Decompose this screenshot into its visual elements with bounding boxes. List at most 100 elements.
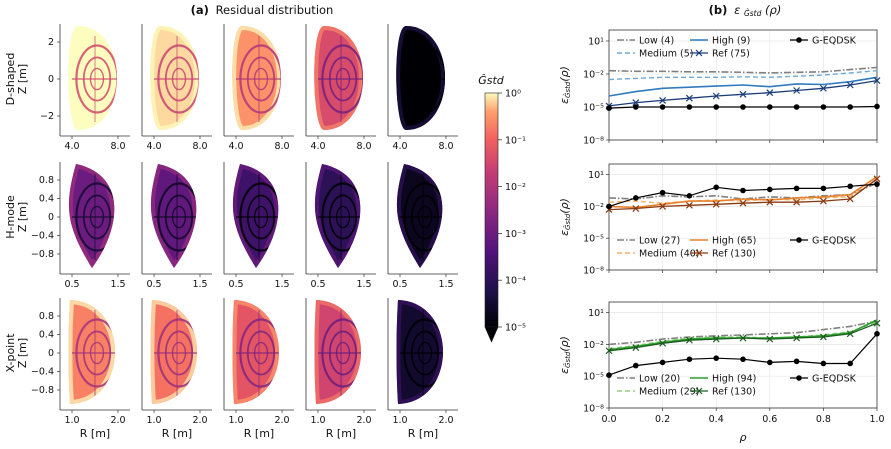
- residual-map-cell: [232, 26, 281, 130]
- xaxis-label-r: R [m]: [326, 427, 356, 440]
- xtick-label: 2.0: [192, 415, 207, 426]
- data-point: [685, 94, 693, 102]
- data-point: [712, 200, 720, 208]
- series-line: [608, 76, 878, 97]
- xtick-label: 4.0: [392, 141, 407, 152]
- data-point: [739, 199, 747, 207]
- residual-map-cell: [68, 164, 115, 268]
- data-point: [767, 186, 773, 193]
- residual-map-cell: [314, 26, 363, 130]
- xtick-label: 2.0: [356, 415, 371, 426]
- residual-map-rim: [314, 164, 361, 268]
- residual-map-rim: [396, 164, 443, 268]
- xtick-label: 1.0: [228, 415, 243, 426]
- residual-map-rim: [232, 300, 279, 404]
- ytick-label: 0: [48, 74, 54, 85]
- data-point: [633, 195, 639, 201]
- data-point: [632, 205, 640, 212]
- profile-subplot-3: 10¹ 10⁻² 10⁻⁵ 10⁻⁸ εĜstd(ρ) 0.0 0.2 0.4 0.6 0.8 1.…: [558, 301, 885, 444]
- residual-map-cell: [68, 26, 117, 130]
- xtick-label: 8.0: [192, 141, 207, 152]
- xtick-label: 1.5: [274, 279, 289, 290]
- data-point: [740, 104, 746, 110]
- xtick-label: 2.0: [110, 415, 125, 426]
- yaxis-label-symbol: ε: [558, 98, 571, 104]
- ytick-label: −0.4: [31, 231, 54, 242]
- xaxis-label-r: R [m]: [162, 427, 192, 440]
- xtick-label: 1.0: [310, 415, 325, 426]
- row-axis-label-z: Z [m]: [16, 338, 29, 368]
- colorbar-tick-label: 10⁻³: [505, 229, 526, 240]
- data-point: [793, 104, 800, 110]
- legend-label: Ref (130): [712, 387, 756, 398]
- residual-map-rim: [396, 300, 443, 404]
- data-point: [605, 347, 613, 355]
- row-label-hmode: H-mode: [4, 195, 17, 239]
- data-point: [846, 81, 854, 89]
- data-point: [633, 104, 639, 110]
- xtick-label: 0.2: [655, 414, 670, 425]
- data-point: [820, 185, 827, 192]
- data-point: [846, 330, 854, 338]
- residual-map-cell: [314, 300, 361, 404]
- legend-label: G-EQDSK: [812, 36, 857, 47]
- colorbar-label: Ĝstd: [478, 74, 505, 87]
- xtick-label: 0.5: [310, 279, 325, 290]
- row-label-dshaped: D-shaped: [4, 53, 17, 106]
- yaxis-label-suffix: (ρ): [558, 198, 571, 214]
- residual-map-rim: [232, 164, 279, 268]
- panel-a-title: (a) Residual distribution: [191, 3, 334, 17]
- ytick-label: 2: [48, 37, 54, 48]
- legend-label: Ref (130): [712, 249, 756, 260]
- data-point: [685, 336, 693, 344]
- profile-subplot-1: 10¹ 10⁻² 10⁻⁵ 10⁻⁸ εĜstd(ρ) Low (4) Medium (5)…: [558, 29, 881, 147]
- colorbar-tick-label: 10⁻⁴: [505, 276, 526, 287]
- ytick-label: 0.4: [39, 330, 54, 341]
- subplot-frame: [608, 301, 878, 409]
- panel-b-title-subscript: Ĝstd: [744, 9, 762, 18]
- data-point: [686, 193, 693, 199]
- legend: Low (20) Medium (29) High (94) Ref (130) G-E…: [617, 374, 857, 398]
- data-point: [659, 189, 666, 196]
- xtick-label: 0.5: [392, 279, 407, 290]
- data-point: [740, 356, 746, 363]
- data-point: [767, 104, 773, 110]
- panel-b-title-prefix: (b): [709, 3, 728, 17]
- subplot-frame: [608, 29, 878, 141]
- xtick-label: 4.0: [64, 141, 79, 152]
- xaxis-label-r: R [m]: [408, 427, 438, 440]
- row-label-xpoint: X-point: [4, 333, 17, 373]
- data-point: [874, 103, 880, 110]
- yaxis-label-suffix: (ρ): [558, 336, 571, 352]
- data-point: [633, 362, 639, 369]
- yaxis-label-epsilon: εĜstd(ρ): [558, 198, 572, 236]
- ytick-label: −0.4: [31, 367, 54, 378]
- xtick-label: 4.0: [146, 141, 161, 152]
- ytick-label: 10⁻²: [583, 202, 604, 213]
- residual-map-cell: [150, 26, 199, 130]
- ytick-label: −0.8: [31, 249, 54, 260]
- data-point: [847, 360, 853, 367]
- data-point: [659, 104, 666, 110]
- yaxis-label-epsilon: εĜstd(ρ): [558, 66, 572, 104]
- colorbar: Ĝstd 10⁰ 10⁻¹ 10⁻² 10⁻³ 10⁻⁴ 10⁻⁵: [478, 74, 526, 343]
- series-line: [608, 176, 878, 209]
- yaxis-label-suffix: (ρ): [558, 66, 571, 82]
- data-point: [820, 104, 827, 110]
- residual-map-cell: [68, 300, 115, 404]
- legend-label: High (9): [712, 36, 750, 47]
- residual-map-rim: [68, 164, 115, 268]
- residual-map-rim: [150, 26, 199, 130]
- xaxis-label-rho: ρ: [740, 431, 747, 444]
- residual-map-rim: [396, 26, 445, 130]
- data-point: [820, 360, 827, 367]
- data-point: [686, 356, 693, 363]
- xtick-label: 1.0: [392, 415, 407, 426]
- xtick-label: 1.5: [110, 279, 125, 290]
- data-point: [685, 201, 693, 209]
- data-point: [819, 197, 827, 205]
- ytick-label: −2: [40, 111, 54, 122]
- xtick-label: 1.5: [356, 279, 371, 290]
